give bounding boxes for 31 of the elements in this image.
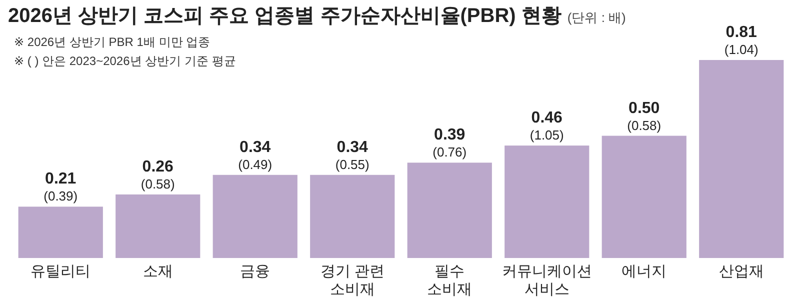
value-label: (0.76) bbox=[432, 144, 467, 160]
x-tick-label: 커뮤니케이션 bbox=[502, 263, 592, 280]
title: 2026년 상반기 코스피 주요 업종별 주가순자산비율(PBR) 현황 bbox=[8, 5, 562, 27]
x-tick-label: 필수 bbox=[434, 263, 465, 280]
value-label: 0.46 bbox=[531, 110, 562, 127]
x-tick-label: 산업재 bbox=[718, 263, 764, 280]
subtitle: (단위 : 배) bbox=[567, 10, 626, 25]
value-label: 0.34 bbox=[336, 138, 368, 156]
x-tick-label: 서비스 bbox=[524, 281, 570, 298]
value-label: 0.81 bbox=[726, 24, 757, 41]
value-label: (0.55) bbox=[335, 156, 370, 172]
value-label: 0.34 bbox=[240, 138, 271, 156]
value-label: (0.58) bbox=[627, 118, 662, 133]
value-label: 0.26 bbox=[142, 158, 174, 176]
annotation: ※ 2026년 상반기 PBR 1배 미만 업종 bbox=[14, 35, 210, 49]
x-tick-label: 유틸리티 bbox=[30, 263, 91, 280]
value-label: (0.39) bbox=[44, 188, 78, 204]
value-label: (0.58) bbox=[140, 176, 175, 192]
value-label: (1.04) bbox=[724, 42, 758, 57]
x-tick-label: 소비재 bbox=[427, 281, 472, 298]
x-tick-label: 소비재 bbox=[330, 281, 375, 298]
x-tick-label: 에너지 bbox=[622, 263, 667, 280]
x-tick-label: 소재 bbox=[142, 263, 173, 280]
value-label: (1.05) bbox=[530, 128, 564, 143]
value-label: 0.21 bbox=[45, 170, 76, 188]
x-tick-label: 경기 관련 bbox=[320, 263, 384, 280]
value-label: 0.39 bbox=[434, 126, 466, 144]
x-tick-label: 금융 bbox=[240, 263, 270, 280]
value-label: (0.49) bbox=[238, 156, 272, 172]
value-label: 0.50 bbox=[628, 100, 660, 117]
annotation: ※ ( ) 안은 2023~2026년 상반기 기준 평균 bbox=[14, 54, 236, 68]
